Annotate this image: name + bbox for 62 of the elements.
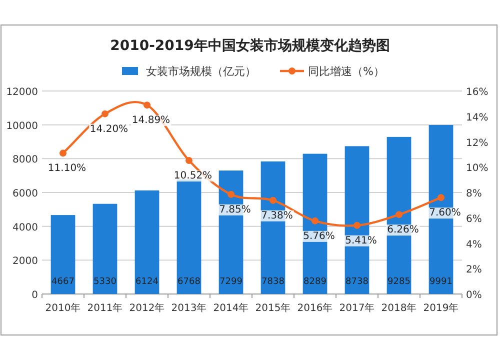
y2-tick-label: 14% — [466, 112, 488, 124]
y-tick-label: 4000 — [12, 222, 38, 234]
bar — [50, 215, 76, 294]
point — [438, 194, 444, 202]
data-label: 7.60% — [429, 208, 461, 219]
x-tick-label: 2014年 — [213, 302, 249, 314]
y-tick-label: 8000 — [12, 154, 38, 166]
point — [144, 102, 150, 109]
data-label: 7838 — [262, 277, 285, 287]
x-tick-label: 2017年 — [339, 302, 375, 314]
point — [270, 196, 276, 204]
x-tick-label: 2012年 — [129, 302, 165, 314]
y2-tick-label: 12% — [466, 138, 488, 149]
data-label: 5.41% — [345, 235, 377, 246]
data-label: 14.20% — [90, 124, 128, 135]
y2-tick-label: 10% — [466, 163, 488, 174]
legend-label: 同比增速（%） — [308, 65, 384, 78]
data-label: 6768 — [178, 277, 201, 287]
y2-tick-label: 16% — [466, 87, 488, 98]
y2-tick-label: 0% — [466, 290, 482, 301]
data-label: 7.85% — [219, 204, 251, 216]
y2-tick-label: 6% — [466, 214, 482, 225]
data-label: 9285 — [388, 277, 410, 287]
data-label: 11.10% — [48, 163, 86, 174]
x-tick-label: 2015年 — [255, 302, 291, 314]
y2-tick-label: 8% — [466, 188, 482, 200]
point — [186, 157, 192, 164]
legend-label: 女装市场规模（亿元） — [146, 65, 256, 78]
chart-title: 2010-2019年中国女装市场规模变化趋势图 — [110, 37, 390, 54]
point — [228, 190, 234, 198]
bar — [92, 204, 118, 294]
data-label: 9991 — [430, 277, 452, 287]
x-tick-label: 2018年 — [381, 302, 417, 314]
x-tick-label: 2016年 — [297, 302, 333, 314]
x-tick-label: 2011年 — [87, 302, 123, 314]
data-label: 6124 — [136, 277, 159, 287]
point — [354, 222, 360, 229]
data-label: 8289 — [304, 277, 327, 287]
y-tick-label: 2000 — [12, 256, 38, 268]
data-label: 10.52% — [174, 170, 212, 182]
y2-tick-label: 4% — [466, 239, 482, 250]
bar — [134, 190, 160, 294]
data-label: 8738 — [346, 277, 369, 287]
data-label: 5330 — [94, 277, 117, 287]
y2-tick-label: 2% — [466, 264, 482, 276]
data-label: 6.26% — [387, 224, 419, 236]
point — [102, 110, 108, 118]
y-tick-label: 12000 — [6, 87, 38, 98]
x-tick-label: 2019年 — [423, 302, 459, 314]
data-label: 14.89% — [132, 115, 170, 126]
data-label: 7299 — [220, 277, 243, 287]
point — [60, 150, 66, 157]
data-label: 7.38% — [261, 210, 293, 222]
point — [396, 211, 402, 218]
y-tick-label: 10000 — [6, 120, 38, 132]
x-tick-label: 2010年 — [45, 302, 81, 314]
data-label: 5.76% — [303, 230, 335, 242]
data-label: 4667 — [52, 277, 74, 287]
y-tick-label: 6000 — [12, 188, 38, 200]
point — [312, 217, 318, 224]
y-tick-label: 0 — [32, 290, 38, 301]
x-tick-label: 2013年 — [171, 302, 207, 314]
